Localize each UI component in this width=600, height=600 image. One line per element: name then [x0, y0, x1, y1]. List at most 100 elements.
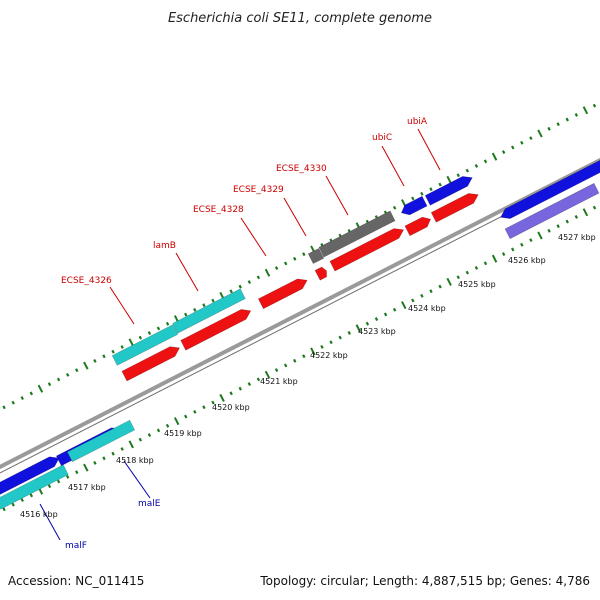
gene-ecse-4329-red [314, 266, 328, 281]
outer-ring-tick [264, 268, 271, 277]
inner-ring-tick [165, 423, 170, 428]
outer-ring-tick [274, 266, 279, 271]
inner-ring-tick [374, 317, 379, 321]
backbone [0, 157, 600, 474]
inner-ring-tick [320, 344, 324, 349]
outer-ring-tick [56, 377, 61, 382]
gene-label: malE [138, 499, 161, 509]
outer-ring-tick [438, 182, 442, 187]
inner-ring-tick [2, 507, 6, 512]
tick-label: 4516 kbp [20, 510, 58, 519]
outer-ring-tick [537, 129, 543, 138]
gene-ecse-4326-box [111, 324, 179, 366]
inner-ring-tick [102, 456, 106, 461]
inner-ring-tick [138, 437, 143, 442]
outer-ring-tick [446, 175, 452, 184]
outer-ring-tick [529, 136, 533, 141]
gene-labels: ECSE_4326 lamB ECSE_4328 ECSE_4329 ECSE_4330… [61, 117, 428, 551]
gene-lamb-box [172, 288, 246, 334]
inner-ring-tick [474, 266, 479, 270]
outer-ring-tick [511, 145, 515, 150]
outer-ring-tick [520, 140, 524, 145]
outer-ring-tick [184, 312, 188, 317]
outer-ring-tick [592, 103, 597, 108]
inner-ring-tick [56, 479, 61, 484]
tick-label: 4527 kbp [558, 233, 596, 242]
gene-ecse-4328-red [257, 278, 308, 310]
gene-label-leader [123, 460, 151, 499]
gene-label: ubiA [407, 117, 428, 127]
gene-label-leader [240, 217, 267, 257]
outer-ring-tick [93, 359, 97, 363]
outer-ring-tick [211, 298, 215, 303]
outer-ring-tick [429, 187, 433, 192]
tick-label: 4519 kbp [164, 429, 202, 438]
outer-ring-tick [465, 168, 470, 173]
outer-ring-tick [102, 354, 106, 359]
inner-ring-tick [202, 405, 206, 410]
tick-label: 4521 kbp [260, 377, 298, 386]
inner-ring-tick [401, 301, 407, 310]
tick-label: 4525 kbp [458, 280, 496, 289]
inner-ring-tick [274, 368, 279, 373]
gene-ecse-4330-red [329, 228, 405, 272]
inner-ring-tick [582, 208, 589, 217]
inner-ring-tick [184, 414, 188, 419]
gene-male-cyan [66, 419, 136, 463]
inner-ring-tick [173, 417, 180, 426]
backbone-line-outer [0, 157, 600, 470]
outer-ring-tick [483, 159, 488, 164]
outer-ring-tick [128, 338, 134, 347]
inner-ring-tick [355, 324, 362, 333]
inner-ring-tick [193, 409, 197, 414]
inner-ring-tick [429, 289, 433, 294]
inner-ring-tick [383, 312, 388, 317]
gene-label: ECSE_4330 [276, 164, 327, 174]
inner-ring-tick [65, 474, 70, 479]
inner-ring-tick [456, 275, 460, 280]
gene-label-leaders [39, 128, 441, 541]
gene-label: ECSE_4329 [233, 185, 284, 195]
inner-ring-tick [283, 363, 288, 368]
gene-label: malF [65, 541, 87, 551]
inner-ring-tick [29, 493, 34, 498]
outer-ring-tick [20, 396, 24, 400]
gene-label-leader [381, 145, 405, 187]
inner-ring-tick [93, 461, 97, 465]
outer-ring-tick [138, 335, 143, 340]
outer-ring-tick [411, 196, 415, 201]
inner-ring-tick [229, 391, 233, 396]
inner-ring-tick [219, 393, 225, 402]
gene-label: ECSE_4328 [193, 205, 244, 215]
tick-label: 4522 kbp [310, 351, 348, 360]
tick-label: 4523 kbp [358, 327, 396, 336]
gene-ecse-4330-box [318, 210, 396, 258]
inner-ring-tick [520, 242, 524, 247]
inner-ring-tick [238, 386, 242, 391]
outer-ring-tick [11, 400, 15, 405]
gene-ecse-4326-red [121, 346, 181, 382]
gene-label-leader [325, 175, 349, 216]
inner-ring-tick [302, 354, 306, 359]
inner-ring-tick [310, 347, 316, 356]
gene-label-leader [417, 128, 441, 171]
outer-ring-tick [293, 256, 297, 261]
outer-ring-tick [238, 284, 242, 289]
gene-label: ubiC [372, 133, 392, 143]
gene-ecse-4335-lavender [504, 182, 600, 240]
inner-ring-tick [511, 247, 515, 252]
outer-ring-tick [302, 252, 306, 257]
outer-ring-tick [65, 372, 70, 377]
inner-ring-tick [111, 451, 115, 456]
inner-ring-tick [247, 382, 252, 386]
tick-label: 4526 kbp [508, 256, 546, 265]
tick-labels: 4516 kbp 4517 kbp 4518 kbp 4519 kbp 4520 kbp… [20, 233, 596, 519]
gene-ubic-red [404, 216, 432, 237]
inner-ring-tick [465, 270, 470, 275]
outer-ring-tick [29, 391, 34, 396]
inner-ring-tick [293, 358, 297, 363]
accession-text: Accession: NC_011415 [8, 574, 144, 588]
inner-ring-tick [75, 470, 79, 475]
